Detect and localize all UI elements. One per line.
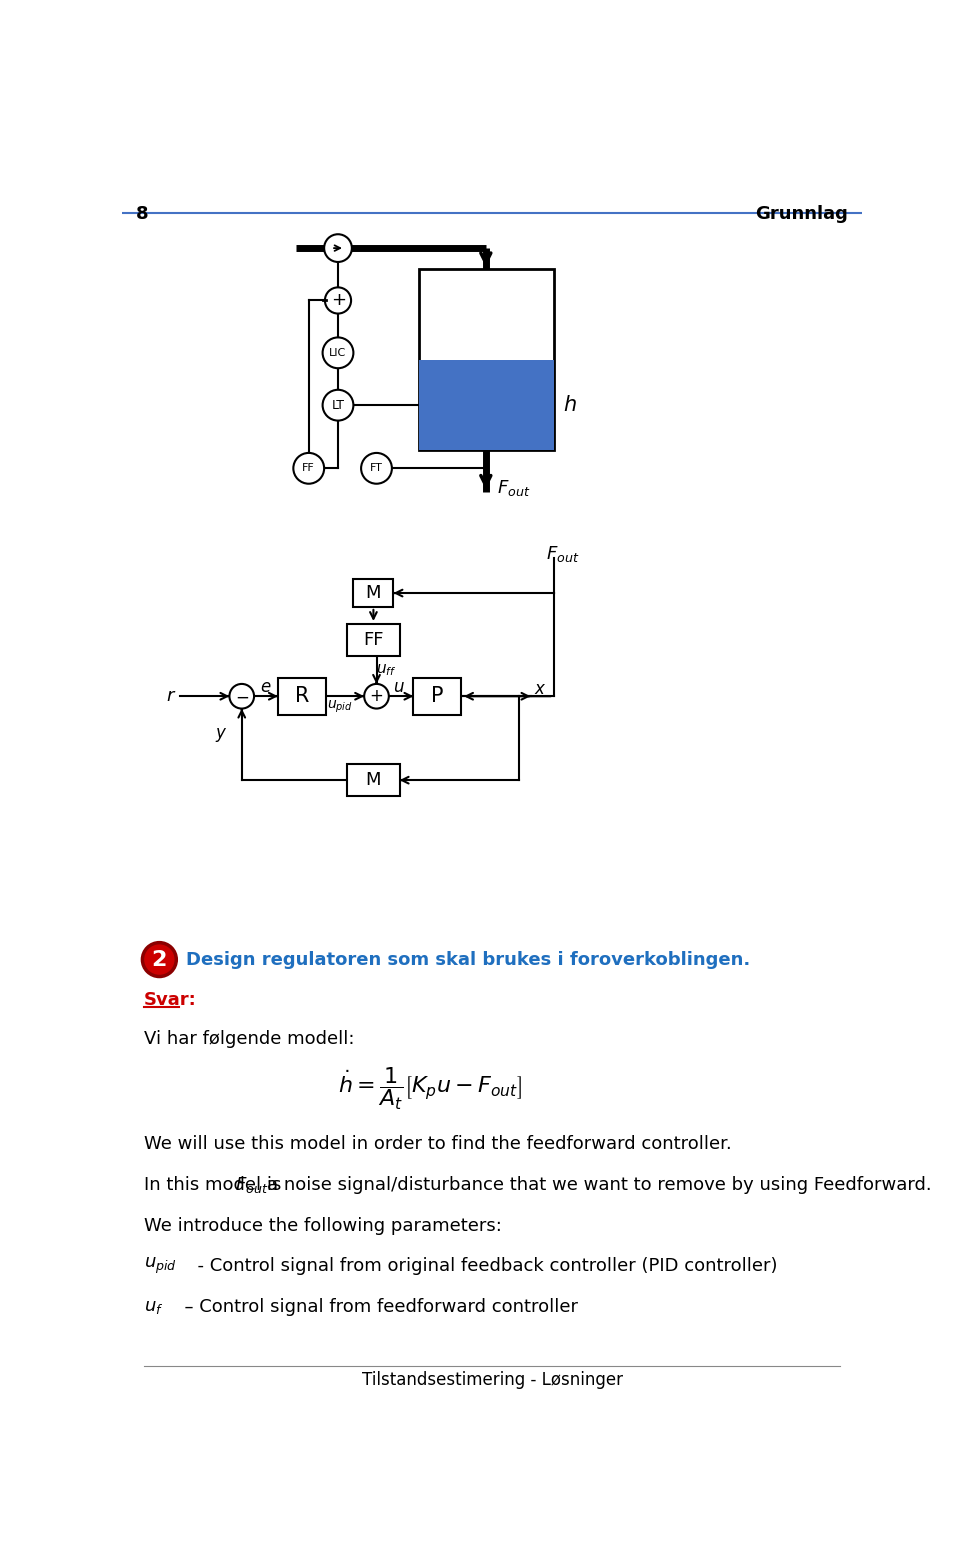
Bar: [419, 270, 554, 450]
Text: FT: FT: [370, 464, 383, 473]
Text: We introduce the following parameters:: We introduce the following parameters:: [144, 1218, 502, 1235]
Text: $-$: $-$: [234, 688, 249, 705]
Text: LT: LT: [331, 398, 345, 412]
Circle shape: [323, 337, 353, 368]
Text: $F_{out}$: $F_{out}$: [546, 544, 579, 564]
Text: $\dot{h} = \dfrac{1}{A_t}\left[K_p u - F_{out}\right]$: $\dot{h} = \dfrac{1}{A_t}\left[K_p u - F…: [338, 1066, 522, 1113]
Text: $F_{out}$: $F_{out}$: [235, 1175, 268, 1196]
Text: M: M: [366, 584, 381, 602]
Bar: [278, 679, 325, 715]
Bar: [353, 580, 394, 606]
Bar: [348, 765, 399, 796]
Text: 2: 2: [152, 950, 167, 970]
Text: +: +: [370, 688, 383, 705]
Text: FF: FF: [302, 464, 315, 473]
Text: - Control signal from original feedback controller (PID controller): - Control signal from original feedback …: [185, 1257, 777, 1276]
Text: $u$: $u$: [393, 679, 404, 696]
Text: $h$: $h$: [563, 395, 577, 415]
Text: FF: FF: [363, 632, 384, 649]
Text: 8: 8: [136, 205, 149, 223]
Circle shape: [364, 683, 389, 708]
Circle shape: [229, 683, 254, 708]
Text: $x$: $x$: [535, 680, 547, 697]
Text: $u_{pid}$: $u_{pid}$: [144, 1255, 177, 1276]
Text: Design regulatoren som skal brukes i foroverkoblingen.: Design regulatoren som skal brukes i for…: [186, 951, 751, 968]
Circle shape: [361, 453, 392, 484]
Text: +: +: [331, 291, 347, 309]
Text: a noise signal/disturbance that we want to remove by using Feedforward.: a noise signal/disturbance that we want …: [267, 1177, 932, 1194]
Text: LIC: LIC: [329, 348, 347, 357]
Text: Vi har følgende modell:: Vi har følgende modell:: [144, 1030, 354, 1048]
Text: Svar:: Svar:: [144, 992, 197, 1009]
Text: $u_f$: $u_f$: [144, 1297, 163, 1316]
Bar: [414, 679, 461, 715]
Circle shape: [142, 943, 177, 976]
Text: – Control signal from feedforward controller: – Control signal from feedforward contro…: [173, 1297, 578, 1316]
Circle shape: [294, 453, 324, 484]
Text: Grunnlag: Grunnlag: [755, 205, 848, 223]
Text: P: P: [431, 686, 444, 707]
Text: R: R: [295, 686, 309, 707]
Text: $u_{pid}$: $u_{pid}$: [327, 699, 353, 715]
Text: Tilstandsestimering - Løsninger: Tilstandsestimering - Løsninger: [362, 1371, 622, 1388]
Bar: [419, 360, 554, 450]
Text: $r$: $r$: [166, 688, 177, 705]
Circle shape: [324, 233, 352, 262]
Text: $e$: $e$: [260, 679, 272, 696]
Text: $F_{out}$: $F_{out}$: [496, 478, 530, 498]
Text: In this model is: In this model is: [144, 1177, 281, 1194]
Text: $u_{ff}$: $u_{ff}$: [375, 663, 396, 679]
Text: $y$: $y$: [215, 726, 228, 744]
Circle shape: [323, 390, 353, 420]
Circle shape: [324, 287, 351, 313]
Text: M: M: [366, 771, 381, 790]
Bar: [348, 624, 399, 657]
Text: We will use this model in order to find the feedforward controller.: We will use this model in order to find …: [144, 1136, 732, 1153]
